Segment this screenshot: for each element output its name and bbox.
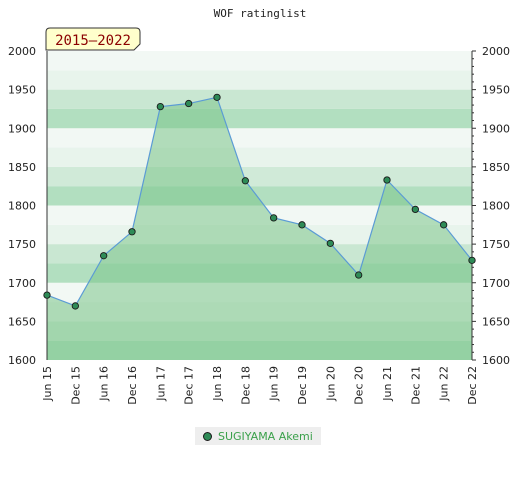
y-tick-label-left: 1750 [8, 238, 36, 251]
background-band [47, 108, 472, 129]
data-point [100, 252, 108, 260]
y-tick-label-left: 1700 [8, 277, 36, 290]
x-tick-label: Dec 21 [409, 366, 422, 405]
x-tick-label: Dec 22 [466, 366, 479, 405]
y-tick-label-right: 2000 [482, 45, 510, 58]
period-badge: 2015–2022 [45, 27, 141, 51]
legend-series-name: SUGIYAMA Akemi [218, 429, 313, 443]
y-tick-label-right: 1900 [482, 122, 510, 135]
data-point [383, 176, 391, 184]
x-tick-label: Dec 18 [239, 366, 252, 405]
y-tick-label-right: 1750 [482, 238, 510, 251]
legend-marker-icon [203, 431, 212, 441]
y-tick-label-right: 1850 [482, 161, 510, 174]
data-point [43, 291, 51, 299]
data-point [71, 302, 79, 310]
background-band [47, 166, 472, 187]
series-area [47, 97, 472, 360]
y-tick-label-left: 1850 [8, 161, 36, 174]
data-point [411, 205, 419, 214]
y-tick-label-right: 1700 [482, 277, 510, 290]
data-point [128, 228, 136, 236]
y-tick-label-left: 1800 [8, 200, 36, 213]
data-points [43, 93, 476, 310]
x-tick-label: Jun 21 [381, 366, 394, 402]
data-point [355, 271, 363, 279]
x-tick-label: Jun 22 [438, 366, 451, 402]
y-tick-label-left: 2000 [8, 45, 36, 58]
y-tick-label-left: 1900 [8, 122, 36, 135]
x-tick-label: Jun 15 [41, 366, 54, 402]
data-point [440, 221, 448, 229]
x-tick-label: Jun 19 [268, 366, 281, 402]
y-tick-label-right: 1800 [482, 200, 510, 213]
x-tick-label: Dec 19 [296, 366, 309, 405]
data-point [156, 102, 164, 111]
data-point [185, 99, 193, 108]
x-tick-label: Dec 20 [353, 366, 366, 405]
x-tick-label: Dec 15 [69, 366, 82, 405]
data-point [241, 177, 249, 185]
legend: SUGIYAMA Akemi [195, 427, 321, 445]
x-tick-label: Dec 17 [183, 366, 196, 405]
background-band [47, 51, 472, 71]
chart-title: WOF ratinglist [214, 7, 307, 20]
x-tick-label: Jun 16 [98, 366, 111, 402]
background-band [47, 89, 472, 109]
y-tick-label-right: 1650 [482, 315, 510, 328]
x-tick-label: Dec 16 [126, 366, 139, 405]
background-band [47, 128, 472, 148]
y-tick-label-left: 1950 [8, 84, 36, 97]
data-point [270, 214, 278, 222]
data-point [468, 256, 476, 264]
y-tick-label-right: 1950 [482, 84, 510, 97]
area-layer [46, 96, 473, 360]
series-line [46, 96, 473, 307]
period-badge-text: 2015–2022 [55, 33, 131, 49]
background-band [47, 147, 472, 167]
x-tick-label: Jun 20 [324, 366, 337, 402]
data-point [326, 239, 334, 248]
x-tick-label: Jun 18 [211, 366, 224, 402]
background-band [47, 70, 472, 90]
y-tick-label-right: 1600 [482, 354, 510, 367]
axes: 1600 1600 1650 1650 1700 1700 1750 1750 1800 1800… [8, 45, 510, 405]
y-tick-label-left: 1650 [8, 315, 36, 328]
x-tick-label: Jun 17 [154, 366, 167, 402]
data-point [298, 221, 306, 229]
y-tick-label-left: 1600 [8, 354, 36, 367]
data-point [213, 93, 221, 102]
